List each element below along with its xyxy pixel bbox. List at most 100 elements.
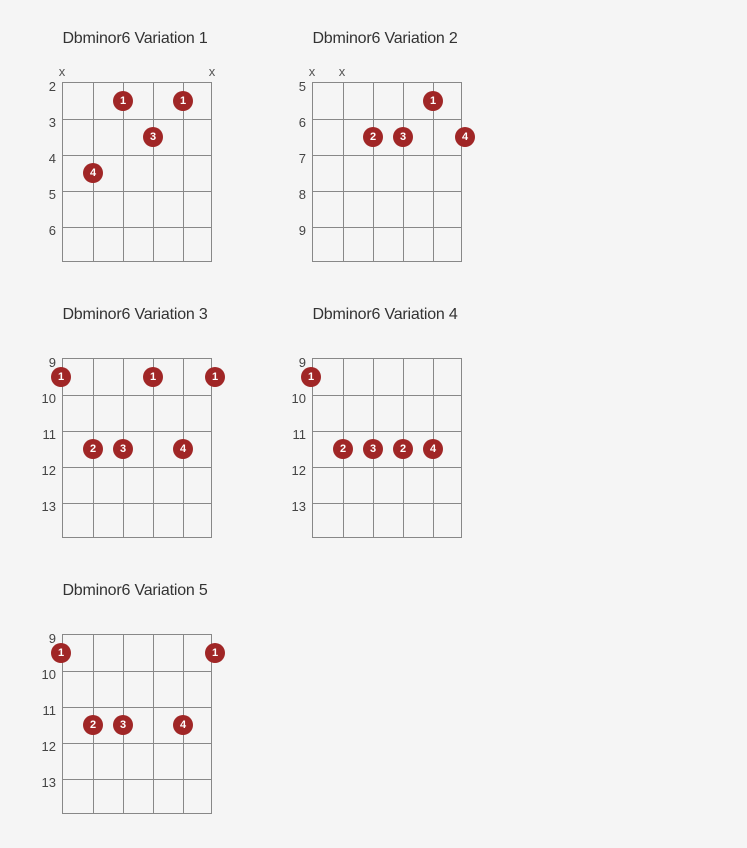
chord-grid: Dbminor6 Variation 123456xx1134Dbminor6 … — [40, 30, 707, 818]
chord-title: Dbminor6 Variation 4 — [290, 306, 480, 324]
fret-label: 10 — [40, 668, 56, 704]
finger-dot: 4 — [173, 715, 193, 735]
fret-label: 5 — [40, 188, 56, 224]
string-line — [153, 83, 154, 261]
fret-label: 11 — [290, 428, 306, 464]
diagram-wrap: 910111213111234 — [40, 340, 230, 542]
mute-marker: x — [209, 64, 216, 79]
fret-labels: 910111213 — [40, 362, 56, 542]
fret-line — [313, 503, 461, 504]
diagram: 111234 — [62, 340, 212, 538]
fret-label: 7 — [290, 152, 306, 188]
chord-diagram: Dbminor6 Variation 491011121312234 — [290, 306, 480, 542]
fret-line — [63, 467, 211, 468]
fret-line — [63, 503, 211, 504]
finger-dot: 3 — [113, 439, 133, 459]
chord-diagram: Dbminor6 Variation 256789xx1234 — [290, 30, 480, 266]
finger-dot: 4 — [455, 127, 475, 147]
finger-dot: 2 — [83, 439, 103, 459]
fret-line — [313, 395, 461, 396]
fret-line — [63, 191, 211, 192]
finger-dot: 2 — [393, 439, 413, 459]
fret-label: 13 — [290, 500, 306, 536]
fretboard: 11234 — [62, 634, 212, 814]
finger-dot: 1 — [301, 367, 321, 387]
fret-line — [313, 119, 461, 120]
chord-diagram: Dbminor6 Variation 123456xx1134 — [40, 30, 230, 266]
finger-dot: 4 — [83, 163, 103, 183]
mute-marker: x — [339, 64, 346, 79]
mutes-row — [62, 616, 212, 634]
fret-label: 6 — [40, 224, 56, 260]
fretboard: 1234 — [312, 82, 462, 262]
fretboard: 1134 — [62, 82, 212, 262]
fret-line — [63, 155, 211, 156]
finger-dot: 3 — [363, 439, 383, 459]
finger-dot: 3 — [143, 127, 163, 147]
finger-dot: 1 — [51, 367, 71, 387]
string-line — [343, 83, 344, 261]
fret-label: 5 — [290, 80, 306, 116]
fret-line — [63, 671, 211, 672]
string-line — [373, 83, 374, 261]
diagram-wrap: 91011121312234 — [290, 340, 480, 542]
diagram-wrap: 23456xx1134 — [40, 64, 230, 266]
fret-label: 13 — [40, 776, 56, 812]
mutes-row: xx — [62, 64, 212, 82]
finger-dot: 1 — [143, 367, 163, 387]
string-line — [153, 635, 154, 813]
string-line — [403, 83, 404, 261]
diagram: 12234 — [312, 340, 462, 538]
chord-title: Dbminor6 Variation 3 — [40, 306, 230, 324]
fret-label: 12 — [40, 464, 56, 500]
fret-line — [63, 431, 211, 432]
mute-marker: x — [309, 64, 316, 79]
mutes-row — [62, 340, 212, 358]
fret-labels: 23456 — [40, 86, 56, 266]
finger-dot: 1 — [205, 367, 225, 387]
fretboard: 111234 — [62, 358, 212, 538]
chord-title: Dbminor6 Variation 5 — [40, 582, 230, 600]
finger-dot: 1 — [205, 643, 225, 663]
chord-title: Dbminor6 Variation 2 — [290, 30, 480, 48]
finger-dot: 1 — [51, 643, 71, 663]
fret-line — [63, 395, 211, 396]
fret-label: 12 — [290, 464, 306, 500]
fret-label: 10 — [290, 392, 306, 428]
finger-dot: 1 — [173, 91, 193, 111]
fret-line — [63, 707, 211, 708]
fret-line — [313, 431, 461, 432]
fret-line — [63, 743, 211, 744]
fret-label: 2 — [40, 80, 56, 116]
fret-label: 10 — [40, 392, 56, 428]
fret-line — [63, 779, 211, 780]
fret-label: 3 — [40, 116, 56, 152]
fret-labels: 910111213 — [40, 638, 56, 818]
fret-line — [313, 227, 461, 228]
finger-dot: 2 — [333, 439, 353, 459]
mutes-row: xx — [312, 64, 462, 82]
diagram-wrap: 56789xx1234 — [290, 64, 480, 266]
mutes-row — [312, 340, 462, 358]
fret-line — [313, 191, 461, 192]
finger-dot: 3 — [393, 127, 413, 147]
fret-line — [313, 155, 461, 156]
diagram: xx1234 — [312, 64, 462, 262]
diagram: xx1134 — [62, 64, 212, 262]
fret-label: 11 — [40, 704, 56, 740]
fret-line — [63, 227, 211, 228]
fret-label: 11 — [40, 428, 56, 464]
fret-label: 9 — [290, 224, 306, 260]
finger-dot: 3 — [113, 715, 133, 735]
finger-dot: 4 — [173, 439, 193, 459]
fret-label: 8 — [290, 188, 306, 224]
chord-title: Dbminor6 Variation 1 — [40, 30, 230, 48]
fret-label: 6 — [290, 116, 306, 152]
fretboard: 12234 — [312, 358, 462, 538]
fret-labels: 56789 — [290, 86, 306, 266]
diagram-wrap: 91011121311234 — [40, 616, 230, 818]
chord-diagram: Dbminor6 Variation 591011121311234 — [40, 582, 230, 818]
finger-dot: 1 — [423, 91, 443, 111]
fret-label: 4 — [40, 152, 56, 188]
chord-diagram: Dbminor6 Variation 3910111213111234 — [40, 306, 230, 542]
